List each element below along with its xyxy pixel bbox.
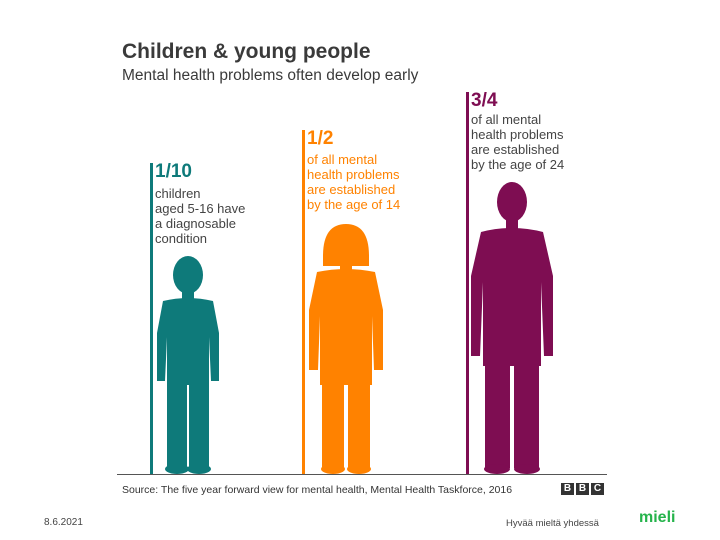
group-3-line bbox=[466, 92, 469, 474]
bbc-logo-letter: B bbox=[576, 483, 589, 495]
group-2-description: of all mental health problems are establ… bbox=[307, 152, 401, 212]
mieli-logo: mieli bbox=[639, 509, 676, 526]
group-2-fraction: 1/2 bbox=[307, 128, 334, 149]
group-1-line bbox=[150, 163, 153, 474]
teen-figure-icon bbox=[309, 224, 383, 474]
adult-figure-icon bbox=[471, 182, 553, 474]
page-subtitle: Mental health problems often develop ear… bbox=[122, 67, 419, 84]
group-1-description: children aged 5-16 have a diagnosable co… bbox=[155, 186, 246, 246]
footer-date: 8.6.2021 bbox=[44, 517, 83, 528]
group-3-description: of all mental health problems are establ… bbox=[471, 112, 565, 172]
footer-slogan: Hyvää mieltä yhdessä bbox=[506, 518, 599, 529]
baseline-divider bbox=[117, 474, 607, 475]
child-figure-icon bbox=[157, 256, 219, 474]
group-3-fraction: 3/4 bbox=[471, 90, 498, 111]
bbc-logo-letter: C bbox=[591, 483, 604, 495]
source-note: Source: The five year forward view for m… bbox=[122, 484, 513, 496]
bbc-logo-letter: B bbox=[561, 483, 574, 495]
page-title: Children & young people bbox=[122, 40, 371, 63]
bbc-logo: B B C bbox=[561, 483, 604, 495]
group-2-line bbox=[302, 130, 305, 474]
group-1-fraction: 1/10 bbox=[155, 161, 192, 182]
